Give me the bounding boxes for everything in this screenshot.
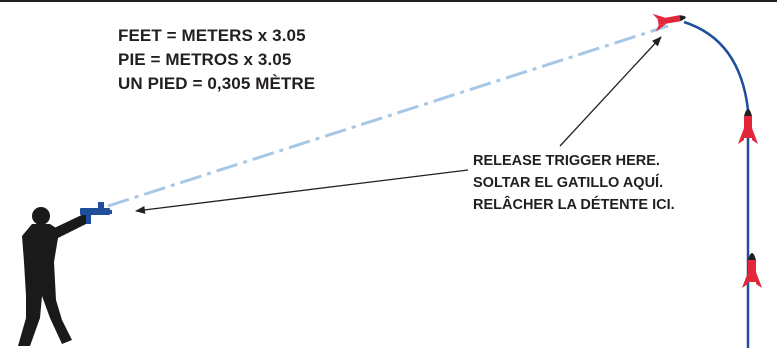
rocket-icon-bottom (742, 253, 762, 288)
top-border (0, 0, 777, 2)
arrow-to-launcher (135, 169, 469, 214)
release-label-french: RELÂCHER LA DÉTENTE ICI. (473, 197, 675, 213)
release-trigger-label: RELEASE TRIGGER HERE. SOLTAR EL GATILLO … (473, 150, 675, 216)
rocket-icon-top (652, 13, 686, 32)
release-label-english: RELEASE TRIGGER HERE. (473, 153, 660, 169)
flight-path-curve (683, 20, 750, 300)
conversion-line-english: FEET = METERS x 3.05 (118, 26, 306, 45)
launch-trajectory-line (107, 24, 669, 208)
release-label-spanish: SOLTAR EL GATILLO AQUÍ. (473, 175, 664, 191)
launcher-icon (80, 202, 112, 224)
rocket-icon-middle (738, 109, 758, 144)
conversion-line-spanish: PIE = METROS x 3.05 (118, 50, 292, 69)
arrow-to-rocket (559, 36, 662, 147)
person-silhouette (18, 207, 90, 346)
conversion-line-french: UN PIED = 0,305 MÈTRE (118, 74, 316, 93)
unit-conversion-block: FEET = METERS x 3.05 PIE = METROS x 3.05… (118, 24, 315, 96)
